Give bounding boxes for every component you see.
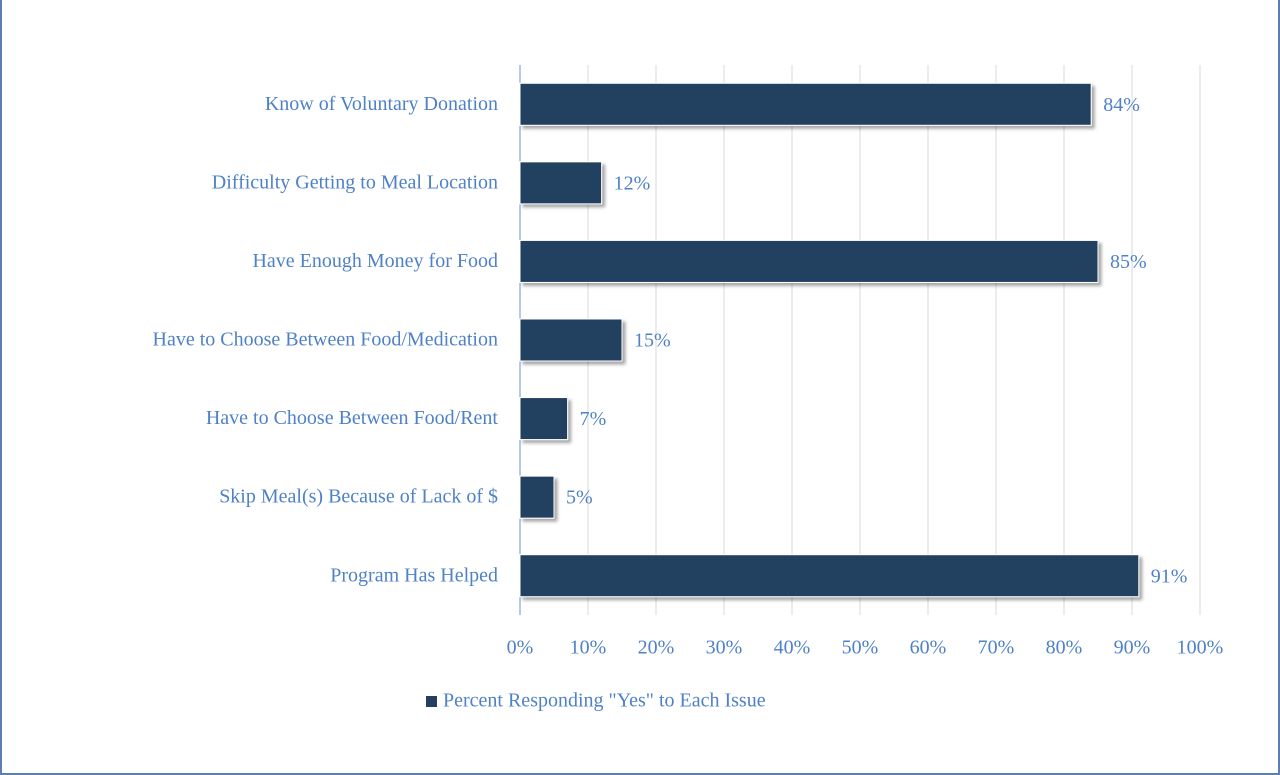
bar	[519, 318, 623, 362]
bar	[519, 554, 1140, 598]
x-tick-label: 90%	[1114, 637, 1151, 659]
bar	[519, 475, 555, 519]
y-tick-label: Have to Choose Between Food/Rent	[206, 407, 499, 429]
x-tick-label: 50%	[842, 637, 879, 659]
y-tick-label: Skip Meal(s) Because of Lack of $	[219, 486, 498, 508]
x-tick-label: 30%	[706, 637, 743, 659]
x-tick-label: 100%	[1177, 637, 1224, 659]
bar	[519, 82, 1092, 126]
x-tick-label: 40%	[774, 637, 811, 659]
bar	[519, 397, 569, 441]
y-tick-label: Have Enough Money for Food	[252, 250, 498, 272]
legend-label: Percent Responding "Yes" to Each Issue	[443, 690, 766, 712]
value-label: 7%	[580, 408, 607, 430]
y-tick-label: Program Has Helped	[330, 564, 498, 586]
value-label: 91%	[1151, 565, 1188, 587]
y-tick-label: Have to Choose Between Food/Medication	[153, 329, 499, 351]
x-tick-label: 0%	[507, 637, 534, 659]
x-tick-label: 60%	[910, 637, 947, 659]
x-tick-label: 70%	[978, 637, 1015, 659]
y-tick-label: Difficulty Getting to Meal Location	[212, 171, 498, 193]
y-tick-label: Know of Voluntary Donation	[265, 93, 498, 115]
legend-marker	[426, 696, 437, 707]
value-label: 12%	[614, 172, 651, 194]
value-label: 15%	[634, 330, 671, 352]
value-label: 85%	[1110, 251, 1147, 273]
x-tick-label: 80%	[1046, 637, 1083, 659]
x-tick-label: 10%	[570, 637, 607, 659]
bar	[519, 239, 1099, 283]
x-tick-label: 20%	[638, 637, 675, 659]
bar	[519, 161, 603, 205]
value-label: 84%	[1103, 94, 1140, 116]
value-label: 5%	[566, 487, 593, 509]
